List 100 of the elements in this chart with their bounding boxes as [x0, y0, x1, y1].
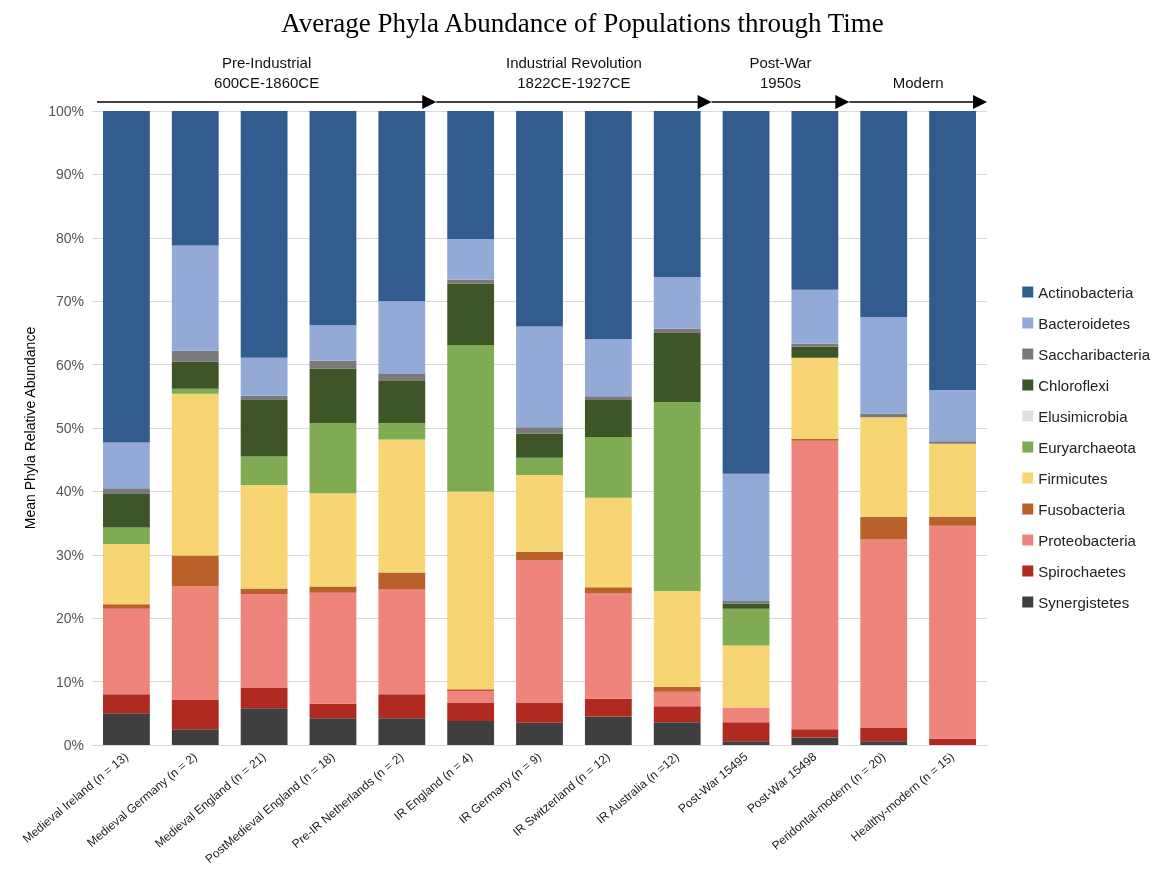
bar	[378, 439, 426, 573]
bar	[309, 703, 357, 719]
bar	[722, 608, 770, 646]
bar	[653, 686, 701, 692]
bar	[653, 111, 701, 278]
bar	[653, 402, 701, 591]
y-tick-label: 70%	[55, 293, 84, 310]
bar	[447, 720, 495, 745]
bar	[378, 422, 426, 440]
legend-label: Firmicutes	[1038, 469, 1108, 487]
bar	[584, 497, 632, 588]
bar	[378, 111, 426, 302]
bar	[309, 111, 357, 326]
bar	[240, 111, 288, 358]
bar	[722, 707, 770, 723]
bar	[791, 737, 839, 745]
bar	[240, 357, 288, 396]
bar	[860, 413, 908, 418]
bar	[447, 491, 495, 690]
bar	[103, 608, 150, 695]
y-axis-title: Mean Phyla Relative Abundance	[22, 326, 39, 530]
bar	[309, 718, 357, 745]
bar	[584, 400, 632, 437]
bar	[584, 436, 632, 498]
bar	[447, 702, 495, 721]
bar	[584, 593, 632, 699]
bar	[378, 589, 426, 695]
bar	[240, 594, 288, 688]
bar	[584, 716, 632, 745]
bar	[516, 474, 563, 552]
bar	[929, 738, 976, 745]
bar	[447, 691, 495, 703]
bar	[860, 111, 908, 318]
bar	[929, 525, 976, 739]
bar	[791, 440, 839, 730]
bar	[378, 374, 426, 382]
bar	[309, 493, 357, 587]
bar	[240, 400, 288, 457]
legend-label: Actinobacteria	[1038, 283, 1134, 301]
bar	[516, 457, 563, 475]
legend-label: Fusobacteria	[1038, 500, 1126, 518]
legend-label: Saccharibacteria	[1038, 345, 1151, 363]
bar	[309, 325, 357, 361]
bar	[791, 111, 839, 290]
y-tick-label: 60%	[55, 356, 84, 373]
bar	[171, 586, 219, 700]
bar	[103, 493, 150, 528]
bar	[722, 722, 770, 742]
bar	[929, 111, 976, 390]
bar	[516, 702, 563, 723]
legend-label: Spirochaetes	[1038, 562, 1126, 580]
bar	[516, 433, 563, 458]
bar	[103, 488, 150, 494]
bar	[516, 560, 563, 703]
bar	[791, 289, 839, 344]
bar	[584, 111, 632, 340]
bar	[447, 283, 495, 345]
bar	[171, 699, 219, 730]
bar	[584, 698, 632, 717]
bar	[791, 357, 839, 439]
bar	[516, 722, 563, 745]
text: Industrial Revolution 1822CE-1927CE	[505, 53, 642, 91]
bar	[516, 326, 563, 428]
bar	[929, 516, 976, 526]
bar	[722, 601, 770, 604]
text: Post-War 1950s	[749, 53, 812, 91]
bar	[860, 516, 908, 540]
bar	[722, 741, 770, 745]
bar	[653, 277, 701, 329]
y-tick-label: 50%	[55, 420, 84, 436]
bar	[103, 442, 150, 489]
bar	[378, 718, 426, 745]
bar	[103, 694, 150, 714]
bar	[447, 344, 495, 492]
legend-label: Elusimicrobia	[1038, 407, 1129, 425]
bar	[103, 604, 150, 609]
bar	[516, 551, 563, 561]
bar	[378, 694, 426, 719]
y-tick-label: 80%	[55, 229, 84, 246]
bar	[722, 603, 770, 609]
bar	[171, 393, 219, 556]
bar	[103, 544, 150, 605]
bar	[584, 339, 632, 397]
bar	[929, 443, 976, 517]
bar	[309, 592, 357, 704]
text: Pre-Industrial 600CE-1860CE	[214, 53, 320, 91]
bar	[103, 527, 150, 545]
bar	[171, 388, 219, 394]
bar	[103, 713, 150, 745]
bar	[378, 572, 426, 590]
bar	[929, 389, 976, 442]
bar	[447, 111, 495, 240]
text: Modern	[892, 73, 944, 91]
y-tick-label: 10%	[55, 673, 84, 690]
bar	[722, 111, 770, 474]
bar	[860, 539, 908, 728]
legend-label: Chloroflexi	[1038, 376, 1110, 394]
bar	[240, 588, 288, 595]
bar	[240, 485, 288, 589]
legend-label: Synergistetes	[1038, 593, 1130, 611]
